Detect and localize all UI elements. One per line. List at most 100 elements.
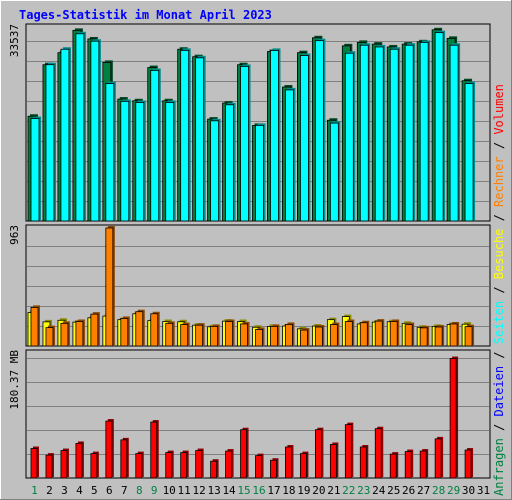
x-tick-label: 15 [237,484,250,497]
bar-rechner-11 [180,324,189,347]
bar-seiten-5 [90,40,100,222]
x-tick-label: 2 [46,484,53,497]
x-tick-label: 23 [357,484,370,497]
legend-segment: Rechner [492,156,506,207]
x-tick-label: 11 [178,484,191,497]
bar-seiten-29 [449,44,459,222]
bar-volumen-12 [195,450,203,479]
bar-seiten-16 [255,124,264,222]
bar-volumen-18 [285,446,292,479]
x-tick-label: 13 [207,484,220,497]
bar-rechner-14 [225,321,233,347]
bar-seiten-28 [434,32,444,222]
bar-volumen-19 [300,453,307,479]
x-axis-labels: 1 2 3 4 5 6 7 8 9 10 11 12 13 14 15 16 17 18 19 20 21 22 23 24 2… [31,484,490,497]
bar-rechner-15 [240,323,248,347]
legend-segment: Dateien [492,366,506,417]
bar-seiten-24 [374,46,384,222]
bar-volumen-7 [120,439,128,479]
x-tick-label: 30 [462,484,475,497]
x-tick-label: 16 [252,484,265,497]
bar-rechner-19 [300,329,308,347]
x-tick-label: 10 [163,484,176,497]
x-tick-label: 8 [136,484,143,497]
x-tick-label: 9 [151,484,158,497]
bar-rechner-4 [75,321,84,347]
bar-rechner-22 [344,321,353,347]
x-tick-label: 24 [372,484,386,497]
bar-seiten-25 [389,48,399,222]
x-tick-label: 28 [432,484,445,497]
bar-rechner-24 [374,320,383,347]
bar-seiten-1 [30,118,40,222]
bar-rechner-21 [329,324,338,347]
bar-volumen-30 [464,449,472,479]
x-tick-label: 18 [282,484,295,497]
bar-seiten-6 [105,83,115,222]
x-tick-label: 17 [267,484,280,497]
bar-seiten-13 [210,120,220,222]
x-tick-label: 21 [327,484,340,497]
bar-volumen-20 [314,429,322,479]
panel-bottom: 180.37 MB [8,349,491,479]
bar-seiten-21 [329,122,339,222]
x-tick-label: 12 [193,484,206,497]
y-tick-label: 963 [8,225,21,245]
bar-seiten-2 [45,64,55,222]
x-tick-label: 4 [76,484,83,497]
bar-rechner-30 [464,326,473,347]
x-tick-label: 20 [312,484,325,497]
x-tick-label: 22 [342,484,355,497]
bar-seiten-22 [344,52,354,222]
legend-segment: / [492,279,506,301]
legend-segment: / [492,344,506,366]
bar-volumen-17 [270,459,277,479]
bar-volumen-16 [255,455,262,479]
bar-rechner-5 [90,313,99,347]
bar-volumen-6 [105,420,113,479]
bar-volumen-11 [180,452,188,479]
legend-segment: Besuche [492,229,506,280]
legend-segment: Seiten [492,301,506,344]
x-tick-label: 25 [387,484,400,497]
x-tick-label: 3 [61,484,68,497]
bar-volumen-26 [404,451,412,479]
bar-seiten-30 [464,83,474,222]
bar-rechner-13 [210,325,219,347]
bar-rechner-12 [195,324,204,347]
panel-middle: 963 [8,224,491,347]
bar-seiten-19 [300,55,309,222]
x-tick-label: 29 [447,484,460,497]
bar-seiten-27 [419,41,429,222]
bar-volumen-13 [210,460,218,479]
bar-volumen-14 [225,450,232,479]
bar-seiten-7 [120,100,130,222]
x-tick-label: 7 [121,484,128,497]
bar-seiten-20 [314,40,324,222]
bar-volumen-9 [150,421,158,479]
bar-volumen-8 [135,453,143,479]
bar-rechner-20 [314,326,323,347]
bar-volumen-5 [90,453,98,479]
x-tick-label: 6 [106,484,113,497]
chart-panels: 33537 963 180.37 MB [8,23,491,479]
bar-rechner-18 [285,324,293,347]
bar-volumen-10 [165,452,173,479]
bar-rechner-16 [255,329,263,347]
bar-seiten-4 [75,33,85,222]
bar-seiten-18 [285,89,294,222]
bar-seiten-10 [165,102,175,222]
bar-volumen-21 [329,444,337,479]
bar-volumen-29 [449,358,457,479]
bar-seiten-14 [225,104,234,222]
legend-segment: Anfragen [492,438,506,496]
bar-seiten-9 [150,70,160,222]
legend-text: Anfragen / Dateien / Seiten / Besuche / … [492,84,506,496]
bar-seiten-3 [60,48,70,222]
bar-rechner-27 [419,327,428,347]
chart-title: Tages-Statistik im Monat April 2023 [19,8,272,22]
x-tick-label: 1 [31,484,38,497]
legend-segment: / [492,417,506,439]
